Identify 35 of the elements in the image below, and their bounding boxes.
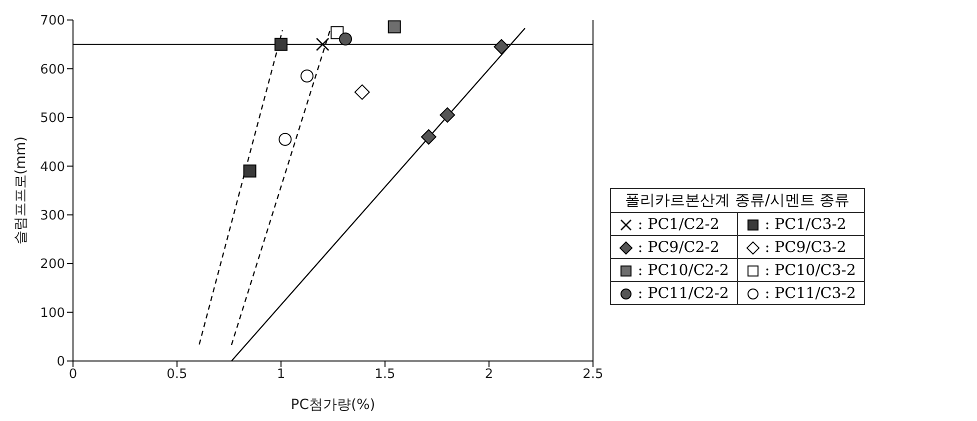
- y-tick-label: 300: [40, 208, 65, 224]
- y-axis-title: 슬럼프프로(mm): [12, 136, 29, 245]
- point: [278, 132, 292, 146]
- point: [338, 32, 352, 46]
- y-tick-label: 600: [40, 62, 65, 78]
- legend-title: 폴리카르본산계 종류/시멘트 종류: [610, 188, 864, 212]
- legend-label: : PC11/C2-2: [636, 284, 729, 302]
- y-tick-label: 200: [40, 257, 65, 272]
- legend-label: : PC1/C2-2: [636, 215, 720, 233]
- y-tick-label: 500: [40, 111, 65, 126]
- legend-label: : PC10/C3-2: [764, 261, 856, 279]
- point: [300, 70, 314, 83]
- y-tick-label: 0: [56, 354, 65, 370]
- x-tick-label: 1.5: [374, 367, 396, 382]
- x-tick-label: 0.5: [166, 367, 188, 382]
- x-tick-label: 2.5: [582, 367, 604, 382]
- point: [243, 164, 256, 178]
- y-tick-label: 400: [40, 160, 65, 175]
- point: [354, 84, 370, 100]
- x-tick-label: 0: [68, 367, 78, 382]
- point: [388, 20, 401, 34]
- legend-label: : PC11/C3-2: [764, 284, 856, 302]
- legend-label: : PC9/C3-2: [764, 238, 846, 256]
- y-tick-label: 700: [40, 14, 65, 29]
- x-tick-label: 2: [484, 367, 494, 382]
- point: [274, 38, 288, 51]
- x-tick-label: 1: [276, 367, 286, 382]
- x-axis-title: PC첨가량(%): [290, 396, 376, 413]
- legend-label: : PC10/C2-2: [636, 261, 729, 279]
- point: [494, 39, 510, 54]
- legend-label: : PC9/C2-2: [636, 238, 720, 256]
- y-tick-label: 100: [40, 306, 65, 321]
- legend-label: : PC1/C3-2: [764, 215, 846, 233]
- point: [440, 107, 456, 123]
- point: [420, 129, 436, 145]
